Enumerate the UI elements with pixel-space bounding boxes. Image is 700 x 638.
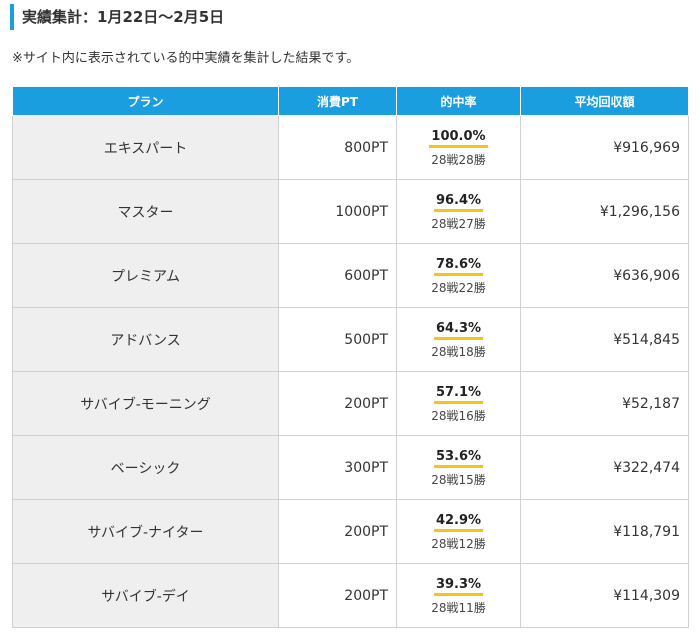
hit-rate-cell: 39.3% 28戦11勝 [396, 563, 521, 628]
plan-name: マスター [12, 179, 279, 244]
win-record: 28戦27勝 [431, 217, 486, 231]
column-header-plan: プラン [12, 86, 279, 116]
points-cost: 1000PT [278, 179, 397, 244]
table-row: エキスパート 800PT 100.0% 28戦28勝 ¥916,969 [12, 115, 689, 180]
points-cost: 200PT [278, 371, 397, 436]
average-return: ¥322,474 [520, 435, 689, 500]
hit-rate: 53.6% [433, 449, 484, 468]
win-record: 28戦28勝 [431, 153, 486, 167]
win-record: 28戦16勝 [431, 409, 486, 423]
plan-name: サバイブ-ナイター [12, 499, 279, 564]
points-cost: 600PT [278, 243, 397, 308]
points-cost: 200PT [278, 563, 397, 628]
points-cost: 200PT [278, 499, 397, 564]
average-return: ¥916,969 [520, 115, 689, 180]
win-record: 28戦15勝 [431, 473, 486, 487]
hit-rate: 100.0% [429, 129, 488, 148]
plan-name: プレミアム [12, 243, 279, 308]
table-row: アドバンス 500PT 64.3% 28戦18勝 ¥514,845 [12, 307, 689, 372]
average-return: ¥118,791 [520, 499, 689, 564]
win-record: 28戦11勝 [431, 601, 486, 615]
section-heading: 実績集計：1月22日〜2月5日 [10, 4, 224, 30]
column-header-rate: 的中率 [396, 86, 521, 116]
hit-rate: 42.9% [433, 513, 484, 532]
hit-rate-cell: 78.6% 28戦22勝 [396, 243, 521, 308]
win-record: 28戦12勝 [431, 537, 486, 551]
column-header-pt: 消費PT [278, 86, 397, 116]
points-cost: 300PT [278, 435, 397, 500]
average-return: ¥514,845 [520, 307, 689, 372]
points-cost: 800PT [278, 115, 397, 180]
table-row: サバイブ-モーニング 200PT 57.1% 28戦16勝 ¥52,187 [12, 371, 689, 436]
average-return: ¥636,906 [520, 243, 689, 308]
plan-name: ベーシック [12, 435, 279, 500]
hit-rate: 78.6% [433, 257, 484, 276]
table-header-row: プラン 消費PT 的中率 平均回収額 [12, 86, 689, 116]
table-row: プレミアム 600PT 78.6% 28戦22勝 ¥636,906 [12, 243, 689, 308]
plan-name: エキスパート [12, 115, 279, 180]
plan-name: サバイブ-モーニング [12, 371, 279, 436]
win-record: 28戦18勝 [431, 345, 486, 359]
hit-rate: 64.3% [433, 321, 484, 340]
hit-rate-cell: 100.0% 28戦28勝 [396, 115, 521, 180]
win-record: 28戦22勝 [431, 281, 486, 295]
average-return: ¥114,309 [520, 563, 689, 628]
hit-rate-cell: 53.6% 28戦15勝 [396, 435, 521, 500]
hit-rate: 57.1% [433, 385, 484, 404]
average-return: ¥1,296,156 [520, 179, 689, 244]
table-row: サバイブ-デイ 200PT 39.3% 28戦11勝 ¥114,309 [12, 563, 689, 628]
hit-rate-cell: 57.1% 28戦16勝 [396, 371, 521, 436]
hit-rate: 96.4% [433, 193, 484, 212]
points-cost: 500PT [278, 307, 397, 372]
plan-name: サバイブ-デイ [12, 563, 279, 628]
column-header-avg: 平均回収額 [520, 86, 689, 116]
plan-name: アドバンス [12, 307, 279, 372]
hit-rate-cell: 96.4% 28戦27勝 [396, 179, 521, 244]
results-table: プラン 消費PT 的中率 平均回収額 エキスパート 800PT 100.0% 2… [12, 86, 689, 628]
hit-rate: 39.3% [433, 577, 484, 596]
table-row: サバイブ-ナイター 200PT 42.9% 28戦12勝 ¥118,791 [12, 499, 689, 564]
hit-rate-cell: 42.9% 28戦12勝 [396, 499, 521, 564]
summary-note: ※サイト内に表示されている的中実績を集計した結果です。 [12, 51, 360, 66]
average-return: ¥52,187 [520, 371, 689, 436]
hit-rate-cell: 64.3% 28戦18勝 [396, 307, 521, 372]
table-row: ベーシック 300PT 53.6% 28戦15勝 ¥322,474 [12, 435, 689, 500]
table-row: マスター 1000PT 96.4% 28戦27勝 ¥1,296,156 [12, 179, 689, 244]
